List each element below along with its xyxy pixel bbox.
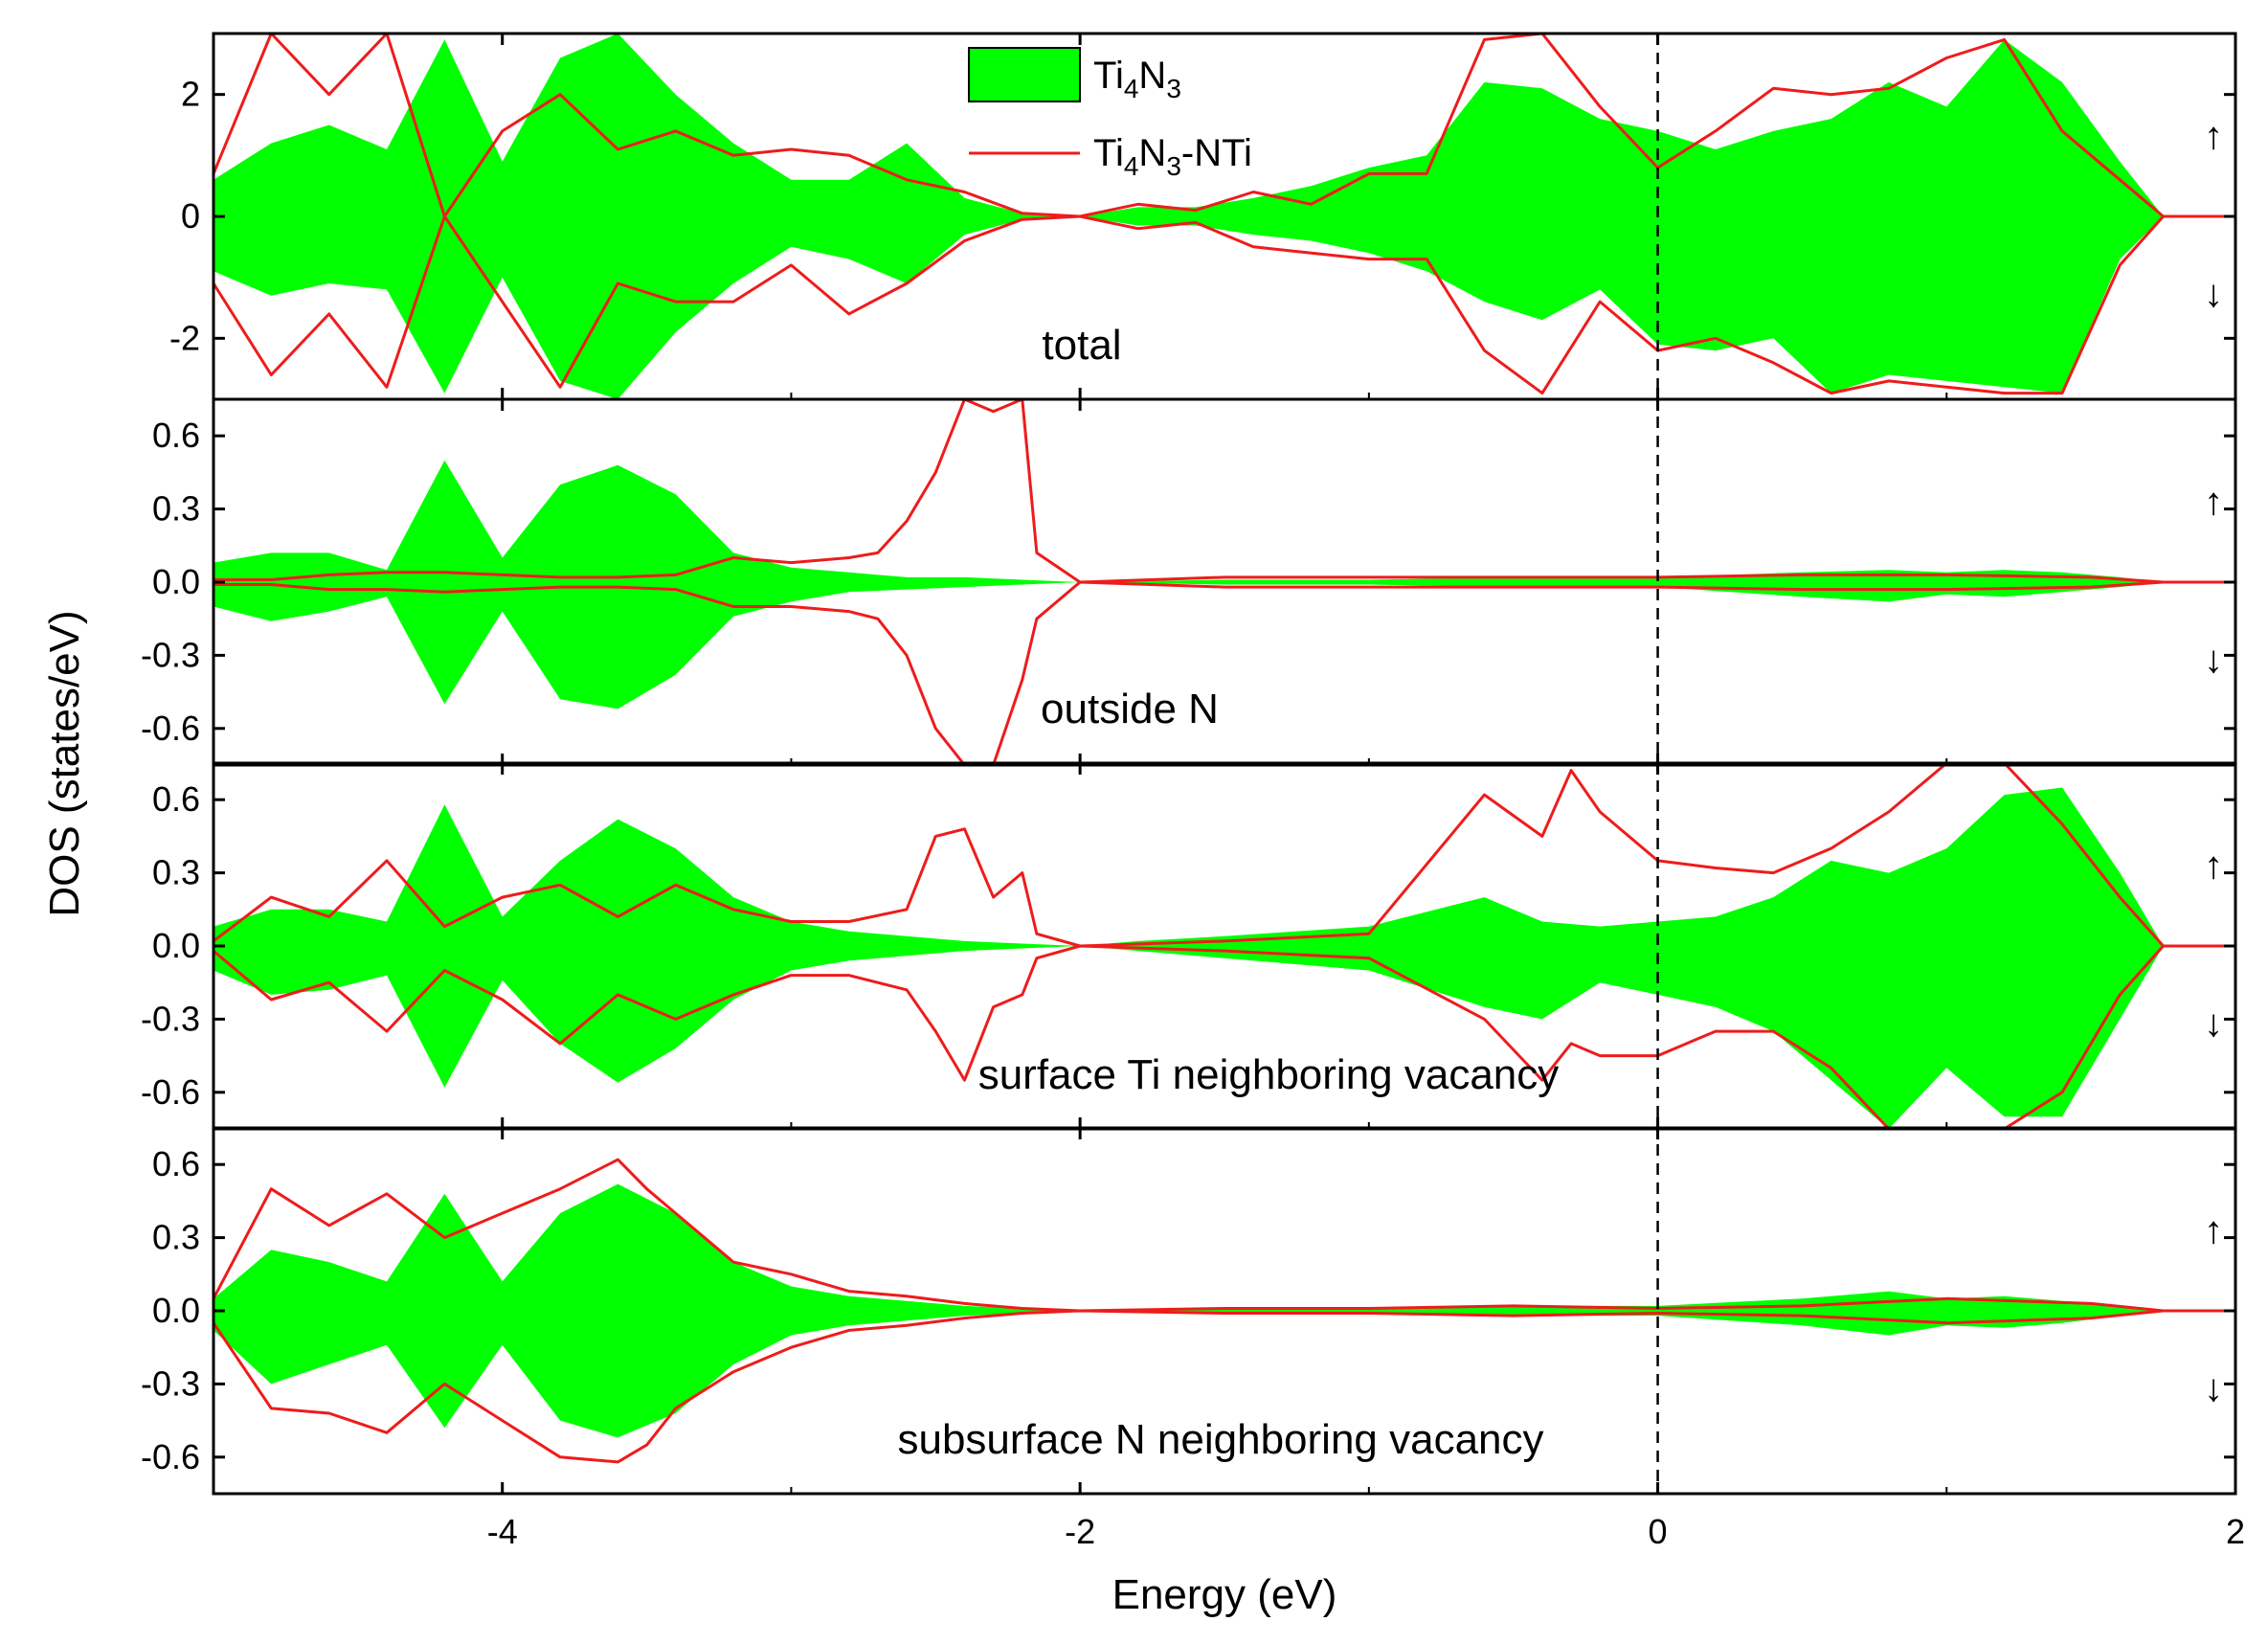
- y-tick-label: 2: [181, 75, 200, 114]
- y-tick-label: 0.3: [152, 489, 200, 529]
- y-tick-label: 0.0: [152, 1291, 200, 1330]
- x-tick-label: -4: [487, 1512, 518, 1551]
- y-tick-label: -0.6: [141, 709, 200, 748]
- legend-label-ti4n3-nti: Ti4N3-NTi: [1093, 132, 1252, 181]
- y-tick-label: -0.3: [141, 999, 200, 1038]
- series-ti4n3-nti-spin-down: [213, 1309, 2235, 1464]
- spin-down-arrow: ↓: [2204, 1002, 2223, 1045]
- panel-label: surface Ti neighboring vacancy: [978, 1051, 1560, 1098]
- y-tick-label: 0.0: [152, 562, 200, 601]
- panel-label: total: [1042, 322, 1121, 369]
- spin-down-arrow: ↓: [2204, 1367, 2223, 1409]
- spin-up-arrow: ↑: [2204, 1209, 2223, 1251]
- spin-down-arrow: ↓: [2204, 273, 2223, 315]
- series-ti4n3-nti-spin-down: [213, 214, 2235, 395]
- panel-2: [213, 399, 2235, 765]
- spin-up-arrow: ↑: [2204, 115, 2223, 157]
- series-ti4n3-nti-spin-up: [213, 763, 2235, 948]
- series-ti4n3-fill: [213, 1183, 2235, 1438]
- y-tick-label: -0.3: [141, 1363, 200, 1403]
- panel-4: [213, 1158, 2235, 1464]
- y-tick-label: -0.6: [141, 1072, 200, 1112]
- y-tick-label: 0.6: [152, 779, 200, 819]
- panel-1: [213, 34, 2235, 399]
- series-ti4n3-nti-spin-up: [213, 34, 2235, 218]
- series-ti4n3-nti-spin-down: [213, 580, 2235, 765]
- y-tick-label: 0: [181, 196, 200, 236]
- panel-3: [213, 763, 2235, 1129]
- spin-up-arrow: ↑: [2204, 481, 2223, 523]
- y-tick-label: -0.3: [141, 635, 200, 674]
- series-ti4n3-fill: [213, 787, 2235, 1129]
- y-axis-title: DOS (states/eV): [41, 610, 88, 916]
- series-ti4n3-nti-spin-down: [213, 944, 2235, 1129]
- spin-up-arrow: ↑: [2204, 845, 2223, 887]
- x-tick-label: -2: [1065, 1512, 1095, 1551]
- frame-layer: 2 0 -2 total ↑ ↓ 0.6 0.3 0.0 -0.3 -0.6 outside N ↑ ↓ 0…: [141, 32, 2237, 1496]
- series-ti4n3-nti-spin-up: [213, 1158, 2235, 1313]
- panels-layer: [213, 34, 2235, 1464]
- legend-label-ti4n3: Ti4N3: [1093, 55, 1181, 103]
- panel-label: subsurface N neighboring vacancy: [897, 1416, 1543, 1463]
- y-tick-label: 0.3: [152, 1218, 200, 1257]
- series-ti4n3-fill: [213, 34, 2235, 399]
- legend: Ti4N3 Ti4N3-NTi: [968, 47, 1252, 181]
- y-tick-label: -0.6: [141, 1437, 200, 1476]
- series-ti4n3-nti-spin-up: [213, 399, 2235, 584]
- series-ti4n3-fill: [213, 460, 2235, 709]
- y-tick-label: 0.0: [152, 926, 200, 965]
- spin-down-arrow: ↓: [2204, 639, 2223, 681]
- x-axis-title: Energy (eV): [1112, 1571, 1337, 1618]
- y-tick-label: 0.3: [152, 853, 200, 892]
- x-axis: -4 -2 0 2: [487, 1512, 2245, 1551]
- y-tick-label: 0.6: [152, 1144, 200, 1183]
- panel-label: outside N: [1041, 686, 1219, 732]
- x-tick-label: 0: [1649, 1512, 1668, 1551]
- x-tick-label: 2: [2226, 1512, 2245, 1551]
- legend-swatch-ti4n3: [968, 47, 1081, 102]
- y-tick-label: -2: [169, 318, 200, 357]
- y-tick-label: 0.6: [152, 416, 200, 455]
